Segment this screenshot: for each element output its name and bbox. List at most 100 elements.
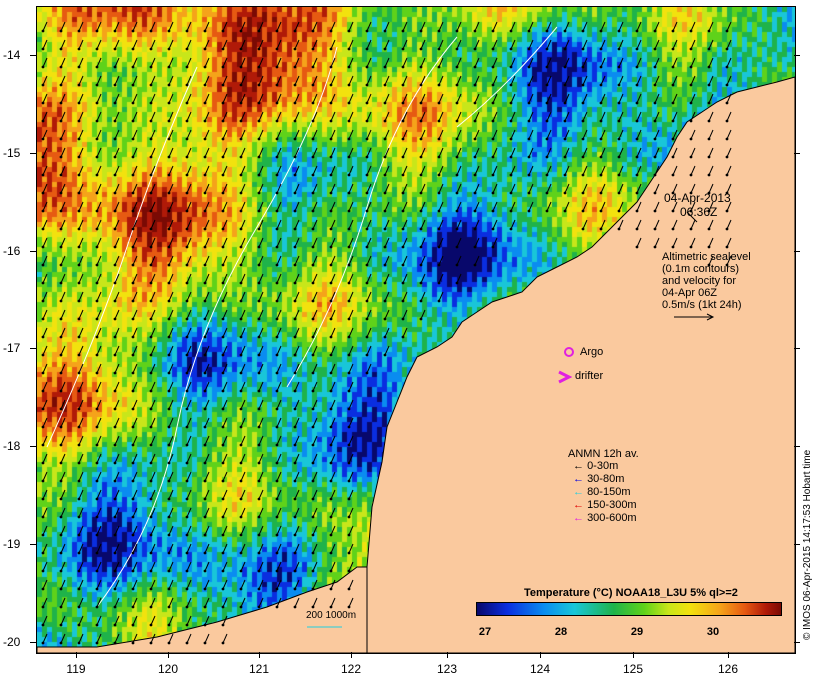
velocity-arrow-head bbox=[149, 353, 153, 357]
velocity-arrow-head bbox=[77, 281, 81, 285]
velocity-arrow bbox=[222, 273, 228, 284]
velocity-arrow bbox=[474, 93, 480, 104]
velocity-arrow-head bbox=[113, 425, 117, 429]
velocity-arrow-head bbox=[689, 101, 693, 105]
velocity-arrow bbox=[186, 579, 192, 590]
velocity-arrow-head bbox=[185, 389, 189, 393]
velocity-arrow-head bbox=[293, 587, 297, 591]
velocity-arrow bbox=[132, 39, 138, 50]
velocity-arrow bbox=[600, 129, 606, 140]
velocity-arrow-head bbox=[239, 353, 243, 357]
velocity-arrow bbox=[312, 93, 318, 104]
velocity-arrow bbox=[492, 147, 498, 158]
velocity-arrow bbox=[294, 561, 300, 572]
velocity-arrow-head bbox=[419, 191, 423, 195]
velocity-arrow-head bbox=[221, 461, 225, 465]
velocity-arrow bbox=[96, 219, 102, 230]
velocity-arrow-head bbox=[113, 191, 117, 195]
velocity-arrow bbox=[96, 327, 102, 338]
velocity-arrow-head bbox=[689, 191, 693, 195]
velocity-arrow bbox=[132, 93, 138, 104]
velocity-arrow bbox=[366, 111, 372, 122]
velocity-arrow bbox=[222, 507, 228, 518]
velocity-arrow-head bbox=[131, 263, 135, 267]
velocity-arrow bbox=[258, 417, 264, 428]
velocity-arrow bbox=[438, 93, 444, 104]
velocity-arrow bbox=[474, 201, 480, 212]
lon-label: 119 bbox=[66, 662, 86, 676]
velocity-arrow bbox=[330, 597, 336, 608]
velocity-arrow-head bbox=[59, 605, 63, 609]
velocity-arrow bbox=[636, 165, 642, 176]
velocity-arrow-head bbox=[59, 641, 63, 645]
velocity-arrow-head bbox=[419, 299, 423, 303]
velocity-arrow-head bbox=[239, 29, 243, 33]
velocity-arrow bbox=[330, 183, 336, 194]
velocity-arrow bbox=[204, 165, 210, 176]
map-panel[interactable] bbox=[36, 6, 796, 654]
velocity-arrow bbox=[294, 579, 300, 590]
velocity-arrow-head bbox=[203, 533, 207, 537]
velocity-arrow bbox=[312, 489, 318, 500]
velocity-arrow bbox=[78, 147, 84, 158]
velocity-arrow-head bbox=[383, 137, 387, 141]
velocity-arrow-head bbox=[185, 335, 189, 339]
velocity-arrow-head bbox=[239, 497, 243, 501]
velocity-arrow-head bbox=[527, 101, 531, 105]
velocity-arrow bbox=[294, 525, 300, 536]
velocity-arrow bbox=[456, 183, 462, 194]
velocity-arrow-head bbox=[149, 209, 153, 213]
velocity-arrow bbox=[294, 165, 300, 176]
lat-tick bbox=[30, 153, 36, 154]
velocity-arrow bbox=[564, 129, 570, 140]
velocity-arrow-head bbox=[131, 335, 135, 339]
velocity-arrow-head bbox=[95, 461, 99, 465]
velocity-arrow-head bbox=[131, 353, 135, 357]
velocity-arrow-head bbox=[221, 281, 225, 285]
velocity-arrow bbox=[510, 183, 516, 194]
velocity-arrow bbox=[600, 183, 606, 194]
velocity-arrow-head bbox=[257, 227, 261, 231]
velocity-arrow bbox=[168, 111, 174, 122]
velocity-arrow-head bbox=[239, 299, 243, 303]
lat-tick bbox=[794, 153, 800, 154]
velocity-arrow bbox=[528, 111, 534, 122]
velocity-arrow-head bbox=[203, 299, 207, 303]
velocity-arrow bbox=[204, 255, 210, 266]
velocity-arrow bbox=[114, 507, 120, 518]
velocity-arrow-head bbox=[131, 389, 135, 393]
velocity-arrow bbox=[456, 39, 462, 50]
velocity-arrow-head bbox=[131, 569, 135, 573]
velocity-arrow bbox=[456, 273, 462, 284]
velocity-arrow bbox=[294, 183, 300, 194]
velocity-arrow-head bbox=[167, 101, 171, 105]
velocity-arrow bbox=[312, 237, 318, 248]
velocity-arrow bbox=[96, 597, 102, 608]
velocity-arrow bbox=[222, 291, 228, 302]
velocity-arrow-head bbox=[581, 83, 585, 87]
velocity-arrow bbox=[150, 417, 156, 428]
velocity-arrow bbox=[150, 381, 156, 392]
velocity-arrow-head bbox=[59, 209, 63, 213]
velocity-arrow-head bbox=[59, 533, 63, 537]
velocity-arrow bbox=[294, 417, 300, 428]
temperature-colorbar bbox=[476, 602, 782, 616]
velocity-arrow bbox=[312, 507, 318, 518]
velocity-arrow bbox=[456, 111, 462, 122]
velocity-arrow-head bbox=[293, 299, 297, 303]
velocity-arrow-head bbox=[563, 191, 567, 195]
velocity-arrow-head bbox=[455, 83, 459, 87]
velocity-arrow bbox=[186, 417, 192, 428]
velocity-arrow-head bbox=[329, 245, 333, 249]
velocity-arrow-head bbox=[77, 119, 81, 123]
velocity-arrow bbox=[366, 237, 372, 248]
velocity-arrow bbox=[114, 327, 120, 338]
velocity-arrow bbox=[96, 165, 102, 176]
velocity-arrow bbox=[654, 39, 660, 50]
velocity-arrow-head bbox=[635, 227, 639, 231]
argo-marker bbox=[564, 347, 574, 357]
velocity-arrow bbox=[402, 39, 408, 50]
velocity-arrow bbox=[600, 57, 606, 68]
velocity-arrow-head bbox=[419, 119, 423, 123]
velocity-arrow bbox=[276, 525, 282, 536]
